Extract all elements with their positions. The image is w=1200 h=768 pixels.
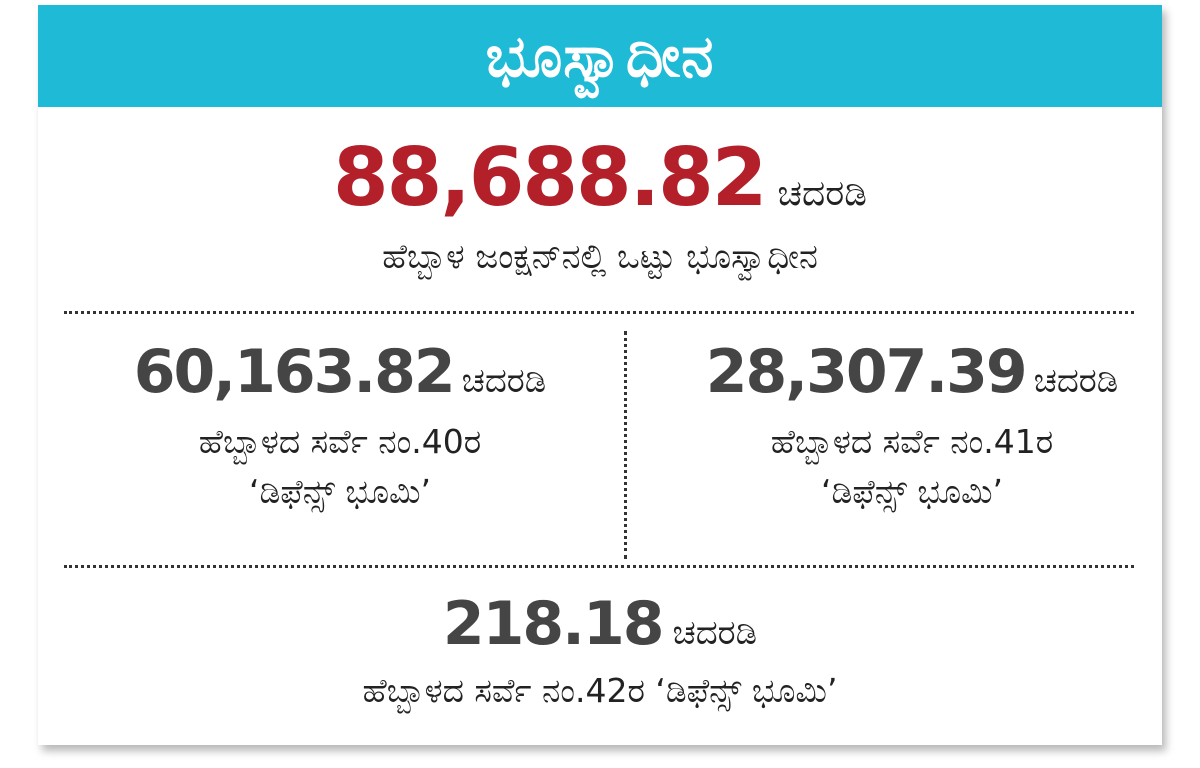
- survey-42-value: 218.18: [442, 589, 665, 659]
- survey-40-value-row: 60,163.82 ಚದರಡಿ: [60, 337, 620, 407]
- survey-42-value-row: 218.18 ಚದರಡಿ: [38, 589, 1162, 659]
- dotted-divider: [64, 565, 1134, 568]
- survey-40-unit: ಚದರಡಿ: [461, 361, 547, 401]
- infographic-card: ಭೂಸ್ವಾಧೀನ 88,688.82 ಚದರಡಿ ಹೆಬ್ಬಾಳ ಜಂಕ್ಷನ್…: [38, 5, 1162, 745]
- header-banner: ಭೂಸ್ವಾಧೀನ: [38, 5, 1162, 107]
- total-value-row: 88,688.82 ಚದರಡಿ: [38, 133, 1162, 223]
- total-acquisition-block: 88,688.82 ಚದರಡಿ ಹೆಬ್ಬಾಳ ಜಂಕ್ಷನ್‌ನಲ್ಲಿ ಒಟ್…: [38, 133, 1162, 278]
- survey-41-block: 28,307.39 ಚದರಡಿ ಹೆಬ್ಬಾಳದ ಸರ್ವೆ ನಂ.41ರ ‘ಡಿ…: [632, 337, 1192, 517]
- vertical-dotted-divider: [624, 331, 627, 559]
- survey-40-value: 60,163.82: [133, 337, 456, 407]
- total-value: 88,688.82: [332, 131, 767, 224]
- survey-42-unit: ಚದರಡಿ: [672, 613, 758, 653]
- survey-41-line2: ‘ಡಿಫೆನ್ಸ್ ಭೂಮಿ’: [820, 472, 1004, 511]
- survey-41-line1: ಹೆಬ್ಬಾಳದ ಸರ್ವೆ ನಂ.41ರ: [770, 422, 1054, 461]
- survey-41-value-row: 28,307.39 ಚದರಡಿ: [632, 337, 1192, 407]
- survey-40-block: 60,163.82 ಚದರಡಿ ಹೆಬ್ಬಾಳದ ಸರ್ವೆ ನಂ.40ರ ‘ಡಿ…: [60, 337, 620, 517]
- page-title: ಭೂಸ್ವಾಧೀನ: [485, 22, 715, 90]
- dotted-divider: [64, 311, 1134, 314]
- survey-41-unit: ಚದರಡಿ: [1033, 361, 1119, 401]
- total-description: ಹೆಬ್ಬಾಳ ಜಂಕ್ಷನ್‌ನಲ್ಲಿ ಒಟ್ಟು ಭೂಸ್ವಾಧೀನ: [382, 237, 818, 277]
- survey-40-line1: ಹೆಬ್ಬಾಳದ ಸರ್ವೆ ನಂ.40ರ: [198, 422, 482, 461]
- total-unit: ಚದರಡಿ: [777, 173, 867, 214]
- survey-42-description: ಹೆಬ್ಬಾಳದ ಸರ್ವೆ ನಂ.42ರ ‘ಡಿಫೆನ್ಸ್ ಭೂಮಿ’: [362, 671, 838, 710]
- survey-40-line2: ‘ಡಿಫೆನ್ಸ್ ಭೂಮಿ’: [248, 472, 432, 511]
- survey-41-value: 28,307.39: [705, 337, 1028, 407]
- survey-42-block: 218.18 ಚದರಡಿ ಹೆಬ್ಬಾಳದ ಸರ್ವೆ ನಂ.42ರ ‘ಡಿಫೆನ…: [38, 589, 1162, 711]
